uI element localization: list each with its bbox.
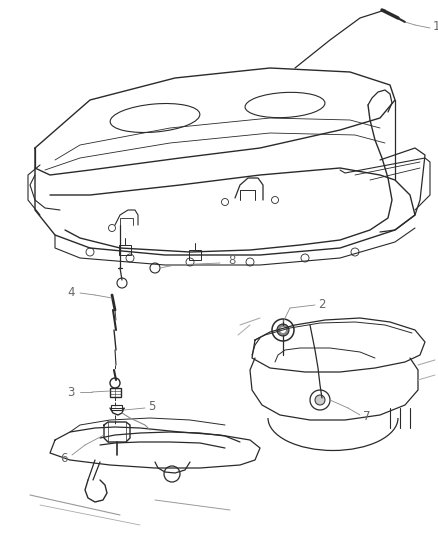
Text: 3: 3: [67, 385, 75, 399]
Bar: [111, 405, 122, 410]
Bar: [119, 245, 131, 255]
Bar: [189, 250, 201, 260]
Circle shape: [315, 395, 325, 405]
Circle shape: [277, 324, 289, 336]
Text: 8: 8: [228, 254, 235, 268]
Text: 6: 6: [60, 451, 68, 464]
Text: 7: 7: [363, 410, 371, 424]
Text: 1: 1: [433, 20, 438, 34]
Circle shape: [280, 327, 286, 333]
Text: 5: 5: [148, 400, 155, 414]
Text: 4: 4: [67, 287, 75, 300]
Text: 2: 2: [318, 297, 325, 311]
